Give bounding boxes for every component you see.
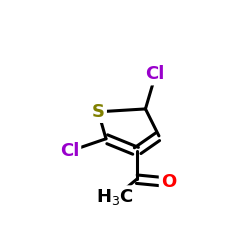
Text: Cl: Cl [146, 65, 165, 83]
Text: Cl: Cl [60, 142, 79, 160]
Text: S: S [92, 103, 105, 121]
Text: O: O [161, 173, 176, 191]
Text: H$_3$C: H$_3$C [96, 188, 134, 208]
